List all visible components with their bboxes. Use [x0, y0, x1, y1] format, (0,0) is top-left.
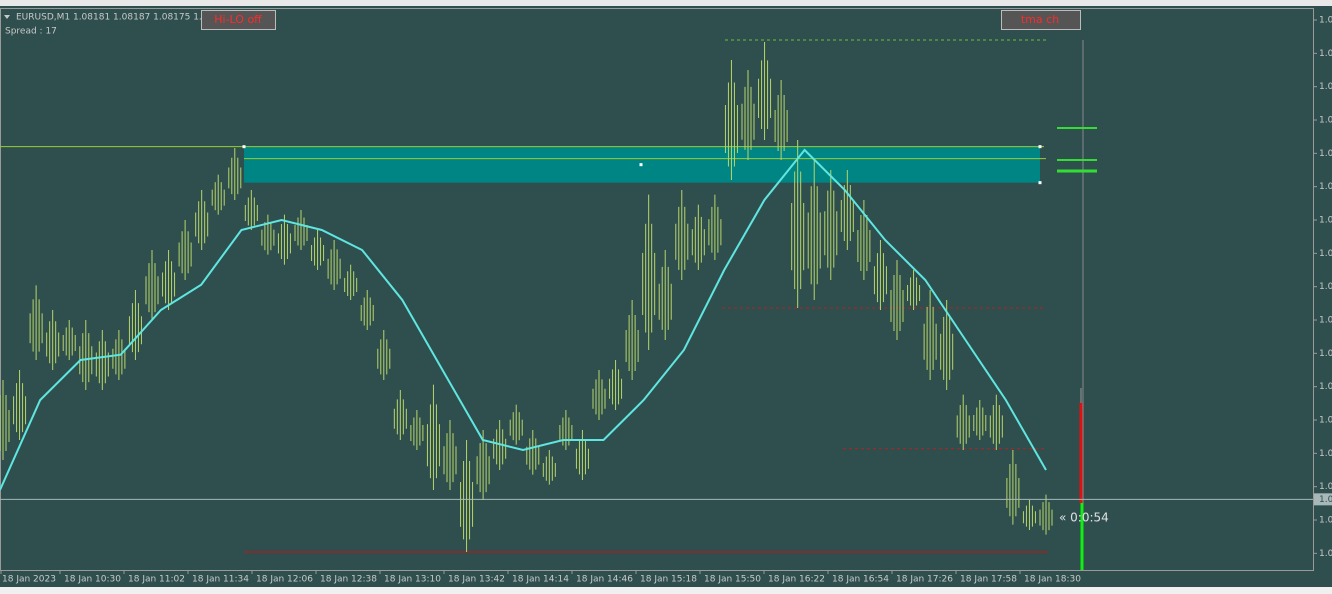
y-tick-label: 1.0: [1319, 16, 1332, 26]
x-tick-label: 18 Jan 13:42: [448, 575, 505, 585]
tma-line: [0, 148, 1047, 491]
y-tick-label: 1.0: [1319, 149, 1332, 159]
x-tick-label: 18 Jan 15:18: [640, 575, 697, 585]
y-tick-label: 1.0: [1319, 549, 1332, 559]
x-tick-label: 18 Jan 14:14: [512, 575, 569, 585]
tma-button[interactable]: tma ch: [1001, 10, 1081, 30]
button-frame[interactable]: [1001, 10, 1081, 30]
y-tick-label: 1.0: [1319, 382, 1332, 392]
spread-info: Spread : 17: [5, 27, 57, 37]
y-tick-label: 1.0: [1319, 282, 1332, 292]
y-tick-label: 1.0: [1319, 482, 1332, 492]
zone-handle: [639, 163, 643, 167]
plot-frame: [0, 8, 1314, 571]
x-tick-label: 18 Jan 17:26: [896, 575, 953, 585]
x-tick-label: 18 Jan 17:58: [960, 575, 1017, 585]
collapse-arrow[interactable]: [4, 15, 10, 19]
tab-strip: [0, 587, 1332, 594]
x-tick-label: 18 Jan 14:46: [576, 575, 633, 585]
toolbar-strip: [0, 0, 1332, 6]
y-tick-label: 1.0: [1319, 449, 1332, 459]
x-tick-label: 18 Jan 12:06: [256, 575, 313, 585]
x-tick-label: 18 Jan 16:54: [832, 575, 889, 585]
y-tick-label: 1.0: [1319, 249, 1332, 259]
button-label[interactable]: Hi-LO off: [214, 13, 262, 26]
y-tick-label: 1.0: [1319, 416, 1332, 426]
x-tick-label: 18 Jan 10:30: [64, 575, 121, 585]
y-tick-label: 1.0: [1319, 349, 1332, 359]
x-tick-label: 18 Jan 11:02: [128, 575, 185, 585]
x-tick-label: 18 Jan 16:22: [768, 575, 825, 585]
x-tick-label: 18 Jan 12:38: [320, 575, 377, 585]
x-tick-label: 18 Jan 18:30: [1024, 575, 1081, 585]
hi-lo-button[interactable]: Hi-LO off: [201, 10, 276, 30]
x-tick-label: 18 Jan 11:34: [192, 575, 249, 585]
candle-timer: « 0:0:54: [1059, 511, 1109, 525]
y-tick-label: 1.0: [1319, 82, 1332, 92]
y-tick-label: 1.0: [1319, 49, 1332, 59]
zone-handle: [1038, 145, 1042, 149]
x-tick-label: 18 Jan 13:10: [384, 575, 441, 585]
y-tick-label: 1.0: [1319, 316, 1332, 326]
plot-area: [0, 39, 1053, 553]
y-tick-label: 1.0: [1319, 216, 1332, 226]
symbol-info: EURUSD,M1 1.08181 1.08187 1.08175 1.08: [16, 13, 214, 23]
current-price-label: 1.0: [1319, 495, 1332, 505]
current-price-box: [1314, 493, 1332, 506]
zone-handle: [1038, 181, 1042, 185]
y-tick-label: 1.0: [1319, 182, 1332, 192]
x-tick-label: 18 Jan 15:50: [704, 575, 761, 585]
y-tick-label: 1.0: [1319, 116, 1332, 126]
x-tick-label: 18 Jan 2023: [2, 575, 56, 585]
zone-handle: [242, 145, 246, 149]
y-tick-label: 1.0: [1319, 516, 1332, 526]
button-frame[interactable]: [201, 10, 276, 30]
button-label[interactable]: tma ch: [1021, 13, 1059, 26]
